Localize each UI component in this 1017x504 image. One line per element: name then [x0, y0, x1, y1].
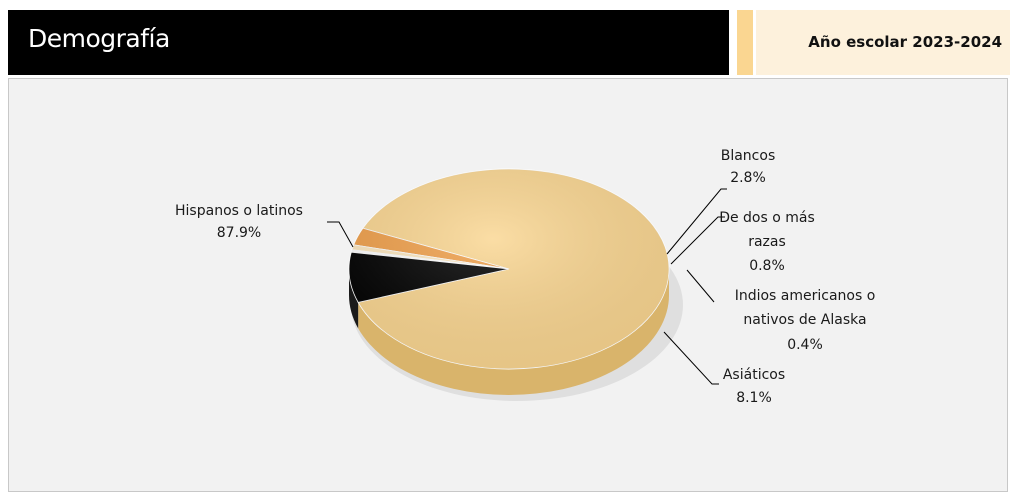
chart-panel: Hispanos o latinos 87.9% Blancos 2.8% De dos…: [8, 78, 1008, 492]
pie-top-shade: [349, 169, 669, 369]
slice-label-3: Indios americanos o: [735, 288, 876, 304]
slice-label-2: razas: [748, 234, 786, 250]
slice-percent-2: 0.8%: [749, 258, 785, 274]
slice-label-2: De dos o más: [719, 210, 815, 226]
slice-label-4: Asiáticos: [723, 367, 785, 383]
leader-line-3: [686, 269, 715, 303]
school-year-label: Año escolar 2023-2024: [808, 33, 1002, 51]
leader-line-1: [666, 188, 727, 255]
slice-percent-3: 0.4%: [787, 337, 823, 353]
slice-percent-1: 2.8%: [730, 170, 766, 186]
header-accent-stripe: [737, 10, 753, 75]
slice-label-1: Blancos: [721, 148, 776, 164]
slice-percent-0: 87.9%: [217, 225, 261, 241]
pie-chart: Hispanos o latinos 87.9% Blancos 2.8% De dos…: [175, 148, 876, 406]
pie-side-4-0: [349, 269, 359, 329]
school-year-box: Año escolar 2023-2024: [756, 10, 1010, 75]
slice-label-3: nativos de Alaska: [743, 312, 866, 328]
slice-label-0: Hispanos o latinos: [175, 203, 303, 219]
leader-line-0: [327, 221, 354, 248]
header-bar: Demografía: [8, 10, 729, 75]
leader-line-2: [670, 216, 725, 265]
slice-percent-4: 8.1%: [736, 390, 772, 406]
page-title: Demografía: [28, 24, 170, 53]
pie-side-0-0: [358, 269, 669, 396]
leader-line-4: [663, 331, 719, 385]
